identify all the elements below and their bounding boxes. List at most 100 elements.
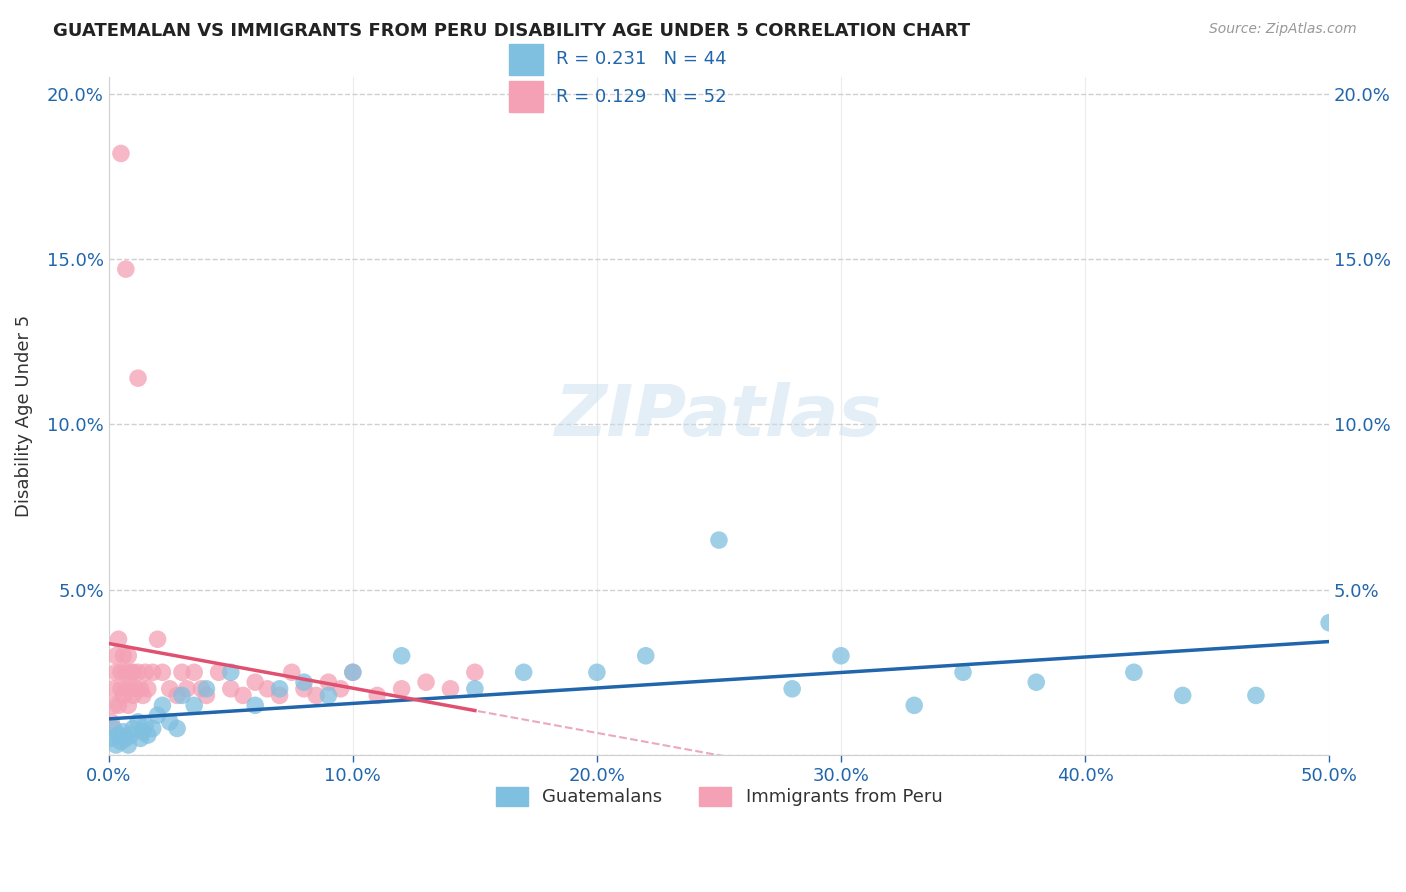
- Point: [207, 665, 229, 680]
- Point: [105, 665, 128, 680]
- Point: [117, 738, 139, 752]
- Point: [103, 722, 125, 736]
- Point: [105, 738, 128, 752]
- Point: [292, 675, 315, 690]
- Point: [292, 681, 315, 696]
- Point: [146, 632, 169, 647]
- Point: [100, 731, 122, 746]
- Point: [318, 675, 340, 690]
- Point: [391, 681, 413, 696]
- Point: [830, 648, 852, 663]
- Point: [183, 698, 205, 713]
- Point: [707, 533, 730, 547]
- Point: [245, 698, 267, 713]
- Point: [305, 689, 328, 703]
- Point: [112, 689, 135, 703]
- Point: [232, 689, 254, 703]
- Point: [114, 681, 136, 696]
- Point: [439, 681, 461, 696]
- Point: [127, 714, 149, 729]
- Point: [166, 722, 188, 736]
- Point: [132, 689, 155, 703]
- Point: [103, 681, 125, 696]
- Point: [780, 681, 803, 696]
- Bar: [509, 81, 543, 112]
- Point: [318, 689, 340, 703]
- Point: [512, 665, 534, 680]
- Point: [342, 665, 364, 680]
- Point: [110, 681, 132, 696]
- Point: [136, 681, 159, 696]
- Text: ZIPatlas: ZIPatlas: [555, 382, 883, 450]
- Point: [142, 665, 165, 680]
- Point: [245, 675, 267, 690]
- Point: [219, 665, 242, 680]
- Point: [1244, 689, 1267, 703]
- Point: [112, 724, 135, 739]
- Point: [120, 681, 142, 696]
- Point: [127, 665, 149, 680]
- Point: [134, 718, 156, 732]
- Point: [1171, 689, 1194, 703]
- Point: [170, 665, 193, 680]
- Point: [366, 689, 388, 703]
- Point: [415, 675, 437, 690]
- Point: [1122, 665, 1144, 680]
- Point: [329, 681, 352, 696]
- Point: [342, 665, 364, 680]
- Point: [114, 731, 136, 746]
- Point: [159, 714, 181, 729]
- Text: Source: ZipAtlas.com: Source: ZipAtlas.com: [1209, 22, 1357, 37]
- Point: [634, 648, 657, 663]
- Point: [120, 728, 142, 742]
- Point: [124, 681, 146, 696]
- Point: [112, 648, 135, 663]
- Point: [195, 689, 218, 703]
- Point: [152, 665, 174, 680]
- Text: R = 0.231   N = 44: R = 0.231 N = 44: [557, 51, 727, 69]
- Point: [903, 698, 925, 713]
- Point: [1317, 615, 1340, 630]
- Text: GUATEMALAN VS IMMIGRANTS FROM PERU DISABILITY AGE UNDER 5 CORRELATION CHART: GUATEMALAN VS IMMIGRANTS FROM PERU DISAB…: [53, 22, 970, 40]
- Point: [166, 689, 188, 703]
- Point: [107, 728, 129, 742]
- Point: [195, 681, 218, 696]
- Point: [146, 708, 169, 723]
- Y-axis label: Disability Age Under 5: Disability Age Under 5: [15, 315, 32, 517]
- Point: [122, 722, 145, 736]
- Point: [122, 665, 145, 680]
- Point: [269, 689, 291, 703]
- Point: [190, 681, 212, 696]
- Point: [152, 698, 174, 713]
- Point: [132, 724, 155, 739]
- Point: [464, 665, 486, 680]
- Point: [159, 681, 181, 696]
- Point: [103, 698, 125, 713]
- Point: [170, 689, 193, 703]
- Legend: Guatemalans, Immigrants from Peru: Guatemalans, Immigrants from Peru: [488, 780, 949, 814]
- Point: [464, 681, 486, 696]
- Text: R = 0.129   N = 52: R = 0.129 N = 52: [557, 87, 727, 105]
- Point: [129, 731, 152, 746]
- Point: [134, 665, 156, 680]
- Point: [110, 146, 132, 161]
- Point: [127, 371, 149, 385]
- Point: [952, 665, 974, 680]
- Point: [1025, 675, 1047, 690]
- Point: [256, 681, 278, 696]
- Point: [114, 665, 136, 680]
- Point: [100, 714, 122, 729]
- Point: [586, 665, 609, 680]
- Point: [183, 665, 205, 680]
- Bar: [509, 44, 543, 75]
- Point: [176, 681, 198, 696]
- Point: [142, 722, 165, 736]
- Point: [110, 665, 132, 680]
- Point: [391, 648, 413, 663]
- Point: [107, 698, 129, 713]
- Point: [120, 665, 142, 680]
- Point: [281, 665, 304, 680]
- Point: [110, 734, 132, 748]
- Point: [117, 698, 139, 713]
- Point: [129, 681, 152, 696]
